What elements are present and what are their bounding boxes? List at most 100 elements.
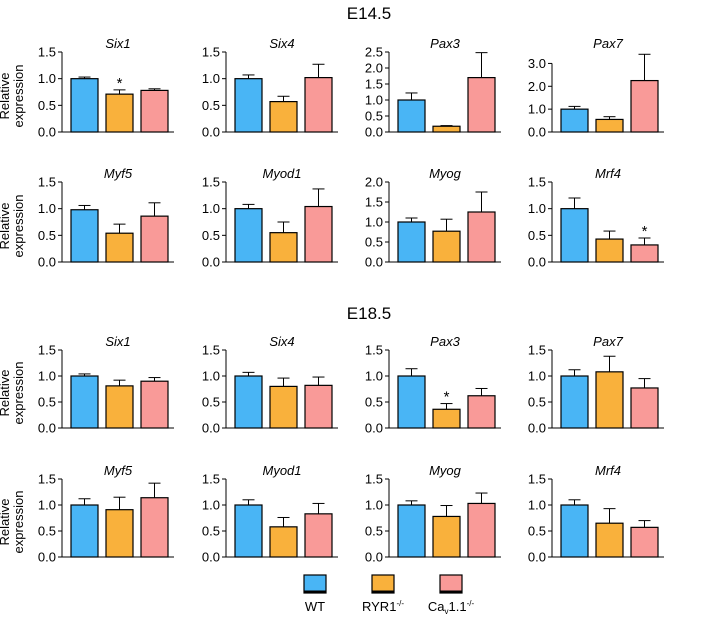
panel-title: Myod1 xyxy=(262,166,301,181)
y-tick-label: 1.0 xyxy=(528,498,546,513)
legend-label-cav-sub: v xyxy=(444,607,448,616)
y-axis-label-row-1: Relativeexpression xyxy=(0,65,26,128)
y-axis-label-line1: Relative xyxy=(0,203,12,250)
y-tick-label: 0.0 xyxy=(365,255,383,270)
bar-wt xyxy=(397,504,426,558)
bar-wt xyxy=(70,209,99,263)
y-tick-label: 0.0 xyxy=(528,421,546,436)
y-tick-label: 0.0 xyxy=(202,550,220,565)
y-tick-label: 0.0 xyxy=(365,550,383,565)
legend-label-ryr1: RYR1-/- xyxy=(362,599,404,614)
bar-wt xyxy=(234,504,263,558)
panel-title: Six4 xyxy=(269,334,294,349)
section-title-e14-5: E14.5 xyxy=(347,4,391,23)
bar-cav xyxy=(140,215,169,263)
bar-cav xyxy=(140,89,169,133)
legend-label-cav-text2: 1.1 xyxy=(448,599,466,614)
legend-swatch-wt xyxy=(303,574,327,594)
y-tick-label: 0.5 xyxy=(365,524,383,539)
y-tick-label: 0.5 xyxy=(202,395,220,410)
y-tick-label: 1.0 xyxy=(365,215,383,230)
bar-wt xyxy=(560,108,589,133)
y-tick-label: 0.5 xyxy=(365,109,383,124)
y-tick-label: 0.5 xyxy=(528,228,546,243)
y-tick-label: 1.5 xyxy=(202,343,220,358)
y-axis-label-line1: Relative xyxy=(0,370,12,417)
y-tick-label: 1.5 xyxy=(365,77,383,92)
panel-title: Six1 xyxy=(105,334,130,349)
bar-cav xyxy=(630,526,659,558)
bar-cav xyxy=(467,395,496,429)
bar-cav xyxy=(467,502,496,558)
panel-title: Myf5 xyxy=(104,166,133,181)
y-axis-labels: RelativeexpressionRelativeexpressionRela… xyxy=(0,65,26,554)
bar-cav xyxy=(140,497,169,558)
y-tick-label: 1.0 xyxy=(38,71,56,86)
y-tick-label: 0.0 xyxy=(202,421,220,436)
panel-e14-5-myf5: Myf5 0.0 0.5 1.0 1.5 xyxy=(38,166,174,270)
y-tick-label: 0.0 xyxy=(38,550,56,565)
panel-title: Pax7 xyxy=(593,36,623,51)
y-tick-label: 1.5 xyxy=(528,175,546,190)
section-title-e18-5: E18.5 xyxy=(347,304,391,323)
y-tick-label: 1.5 xyxy=(202,45,220,60)
bar-cav xyxy=(630,244,659,263)
panel-e18-5-myod1: Myod1 0.0 0.5 1.0 1.5 xyxy=(202,463,338,565)
legend-swatch-cav xyxy=(439,574,463,594)
y-tick-label: 1.5 xyxy=(365,195,383,210)
y-axis-label-line2: expression xyxy=(11,195,26,258)
chart-panels: Six10.00.51.01.5*Six40.00.51.01.5Pax30.0… xyxy=(38,36,664,565)
bar-ryr1 xyxy=(269,232,298,263)
y-tick-label: 0.5 xyxy=(38,228,56,243)
y-tick-label: 0.5 xyxy=(202,228,220,243)
legend-label-cav-text: Ca xyxy=(428,599,445,614)
bar-wt xyxy=(234,375,263,429)
legend: WT RYR1-/- Cav1.1-/- xyxy=(303,574,474,616)
y-tick-label: 0.0 xyxy=(202,255,220,270)
panel-e14-5-pax3: Pax3 0.00.51.01.52.02.5 xyxy=(365,36,501,140)
y-tick-label: 3.0 xyxy=(528,56,546,71)
y-tick-label: 0.5 xyxy=(38,98,56,113)
panel-title: Myog xyxy=(429,166,462,181)
bar-ryr1 xyxy=(432,408,461,429)
y-tick-label: 1.0 xyxy=(202,201,220,216)
panel-e14-5-myod1: Myod1 0.0 0.5 1.0 1.5 xyxy=(202,166,338,270)
significance-asterisk: * xyxy=(642,223,648,240)
y-tick-label: 1.5 xyxy=(202,175,220,190)
bar-wt xyxy=(397,375,426,429)
y-tick-label: 0.0 xyxy=(365,421,383,436)
panel-e14-5-six1: Six1 0.0 0.5 1.0 1.5 * xyxy=(38,36,174,140)
bar-cav xyxy=(140,380,169,429)
bar-cav xyxy=(304,205,333,263)
bar-cav xyxy=(467,211,496,263)
bar-cav xyxy=(630,387,659,429)
y-tick-label: 2.5 xyxy=(365,45,383,60)
bar-cav xyxy=(304,76,333,133)
y-tick-label: 0.5 xyxy=(365,395,383,410)
y-tick-label: 0.5 xyxy=(528,524,546,539)
y-tick-label: 1.0 xyxy=(202,369,220,384)
bar-ryr1 xyxy=(269,385,298,429)
panel-e18-5-myf5: Myf5 0.0 0.5 1.0 1.5 xyxy=(38,463,174,565)
y-tick-label: 1.5 xyxy=(38,175,56,190)
y-tick-label: 0.5 xyxy=(202,524,220,539)
bar-wt xyxy=(560,504,589,558)
y-tick-label: 1.5 xyxy=(38,343,56,358)
panel-title: Six1 xyxy=(105,36,130,51)
bar-wt xyxy=(234,208,263,263)
y-tick-label: 1.5 xyxy=(202,472,220,487)
y-tick-label: 0.5 xyxy=(202,98,220,113)
bar-cav xyxy=(630,79,659,133)
panel-title: Pax3 xyxy=(430,36,460,51)
panel-title: Myf5 xyxy=(104,463,133,478)
bar-ryr1 xyxy=(595,118,624,133)
legend-label-ryr1-text: RYR1 xyxy=(362,599,396,614)
bar-wt xyxy=(560,375,589,429)
y-tick-label: 1.0 xyxy=(202,71,220,86)
panel-title: Myod1 xyxy=(262,463,301,478)
bar-ryr1 xyxy=(595,238,624,263)
panel-title: Six4 xyxy=(269,36,294,51)
y-axis-label-line2: expression xyxy=(11,491,26,554)
bar-wt xyxy=(560,208,589,263)
